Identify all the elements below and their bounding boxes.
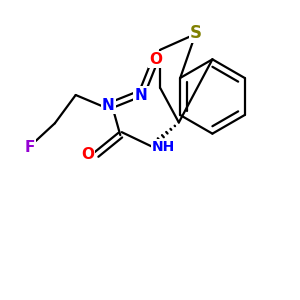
Text: N: N [135, 88, 148, 103]
Text: N: N [102, 98, 115, 113]
Text: S: S [190, 24, 202, 42]
Text: F: F [24, 140, 35, 154]
Text: O: O [81, 147, 94, 162]
Text: NH: NH [152, 140, 175, 154]
Text: O: O [149, 52, 162, 67]
